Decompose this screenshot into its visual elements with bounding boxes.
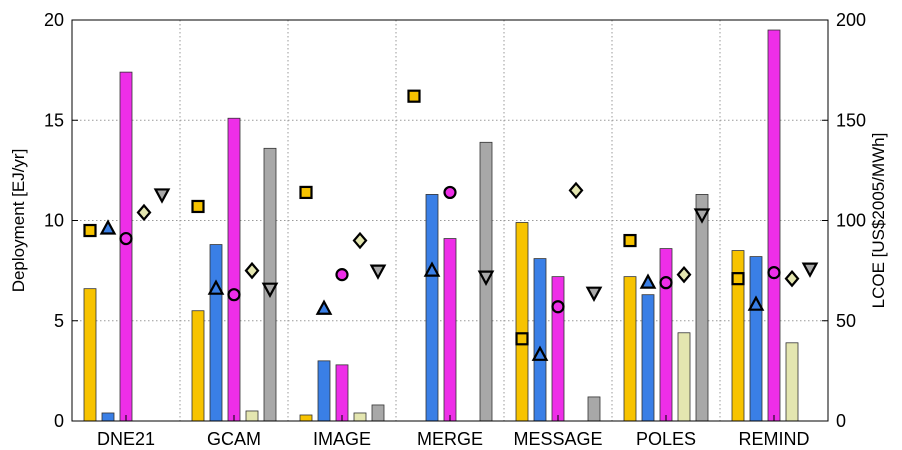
bar-poles-3 (677, 332, 691, 422)
marker-square-gcam (191, 199, 205, 214)
marker-diamond-message (568, 181, 584, 200)
bar-image-1 (317, 360, 331, 422)
y-tick-label-right: 0 (836, 411, 846, 431)
marker-circle-poles (659, 276, 673, 290)
bar-gcam-2 (227, 117, 241, 422)
bar-poles-1 (641, 294, 655, 422)
marker-triangle-up-remind (747, 295, 765, 311)
marker-square-message (515, 332, 529, 346)
marker-triangle-up-dne21 (99, 219, 117, 235)
bar-message-0 (515, 222, 529, 422)
bar-gcam-0 (191, 310, 205, 422)
x-tick-label-message: MESSAGE (513, 429, 602, 449)
y-tick-label-left: 5 (54, 311, 64, 331)
marker-circle-image (335, 268, 349, 282)
marker-diamond-remind (784, 269, 800, 288)
y-tick-label-right: 100 (836, 211, 866, 231)
grid-lines (72, 20, 828, 421)
markers (83, 89, 819, 361)
x-tick-label-remind: REMIND (739, 429, 810, 449)
marker-circle-message (551, 300, 565, 314)
marker-triangle-up-message (531, 345, 549, 361)
marker-diamond-image (352, 231, 368, 250)
y-tick-label-right: 150 (836, 110, 866, 130)
bar-image-4 (371, 404, 385, 422)
y-tick-label-left: 20 (44, 10, 64, 30)
marker-triangle-down-image (369, 264, 387, 280)
y-axis-label-right: LCOE [US$2005/MWh] (869, 133, 888, 309)
y-tick-label-left: 15 (44, 110, 64, 130)
bar-message-1 (533, 258, 547, 422)
bar-poles-4 (695, 194, 709, 422)
marker-square-image (299, 185, 313, 200)
bar-dne21-1 (101, 412, 115, 422)
bar-dne21-2 (119, 71, 133, 422)
bar-dne21-0 (83, 288, 97, 422)
marker-square-remind (731, 272, 745, 286)
y-tick-label-left: 10 (44, 211, 64, 231)
bar-gcam-1 (209, 244, 223, 422)
marker-diamond-dne21 (136, 203, 152, 222)
marker-triangle-up-image (315, 299, 333, 315)
marker-triangle-down-merge (477, 270, 495, 286)
y-tick-label-right: 50 (836, 311, 856, 331)
marker-triangle-up-poles (639, 273, 657, 289)
marker-diamond-poles (676, 265, 692, 284)
bar-merge-1 (425, 194, 439, 422)
x-tick-label-poles: POLES (636, 429, 696, 449)
marker-triangle-down-message (585, 286, 603, 302)
marker-circle-gcam (227, 288, 241, 302)
marker-circle-merge (443, 185, 457, 200)
y-axis-label-left: Deployment [EJ/yr] (9, 149, 28, 293)
bar-image-0 (299, 414, 313, 422)
x-tick-label-image: IMAGE (313, 429, 371, 449)
marker-triangle-up-merge (423, 261, 441, 277)
bar-poles-2 (659, 248, 673, 422)
y-tick-label-right: 200 (836, 10, 866, 30)
marker-circle-remind (767, 266, 781, 280)
marker-triangle-up-gcam (207, 279, 225, 295)
bar-remind-2 (767, 29, 781, 422)
marker-triangle-down-dne21 (153, 188, 171, 204)
bar-image-2 (335, 364, 349, 422)
x-tick-label-merge: MERGE (417, 429, 483, 449)
marker-diamond-gcam (244, 261, 260, 280)
bar-poles-0 (623, 276, 637, 422)
bar-remind-3 (785, 342, 799, 422)
bar-gcam-3 (245, 410, 259, 422)
bars (83, 29, 799, 422)
bar-remind-1 (749, 256, 763, 422)
bar-merge-2 (443, 238, 457, 422)
marker-circle-dne21 (119, 231, 133, 246)
marker-triangle-down-poles (693, 208, 711, 224)
marker-triangle-down-gcam (261, 282, 279, 298)
bar-image-3 (353, 412, 367, 422)
x-tick-label-dne21: DNE21 (97, 429, 155, 449)
bar-message-2 (551, 276, 565, 422)
marker-triangle-down-remind (801, 262, 819, 278)
marker-square-dne21 (83, 223, 97, 238)
y-tick-label-left: 0 (54, 411, 64, 431)
marker-square-merge (407, 89, 421, 103)
bar-message-4 (587, 396, 601, 422)
x-tick-label-gcam: GCAM (207, 429, 261, 449)
marker-square-poles (623, 233, 637, 248)
